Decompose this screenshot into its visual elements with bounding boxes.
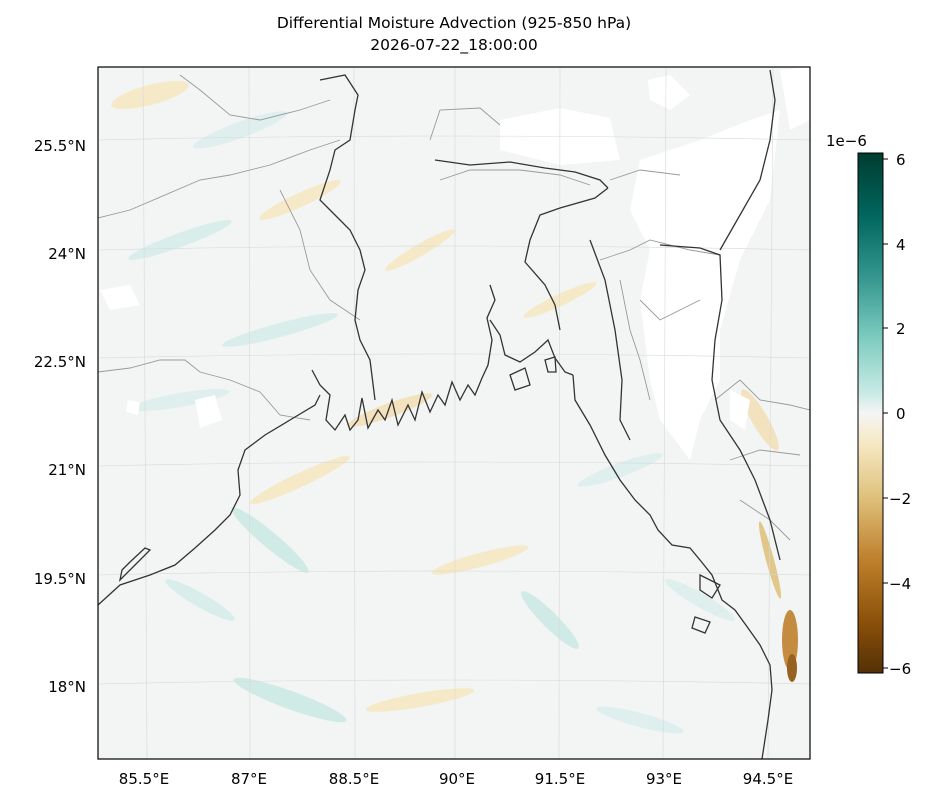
lat-label-18: 18°N [48, 678, 86, 696]
lon-label-91-5: 91.5°E [535, 770, 585, 788]
longitude-labels: 85.5°E 87°E 88.5°E 90°E 91.5°E 93°E 94.5… [119, 770, 793, 788]
state-boundaries [98, 74, 810, 541]
lon-label-87: 87°E [231, 770, 267, 788]
lat-label-22-5: 22.5°N [34, 353, 86, 371]
colorbar-scale-label: 1e−6 [826, 132, 867, 150]
coastline-and-borders [98, 69, 781, 759]
map-frame [97, 66, 811, 760]
colorbar-tick-neg4: −4 [889, 575, 911, 593]
colorbar-tick-6: 6 [896, 151, 906, 169]
latitude-labels: 25.5°N 24°N 22.5°N 21°N 19.5°N 18°N [34, 137, 86, 696]
colorbar-tick-4: 4 [896, 236, 906, 254]
lat-label-19-5: 19.5°N [34, 570, 86, 588]
map-title: Differential Moisture Advection (925-850… [276, 14, 632, 32]
map-panel [98, 67, 810, 759]
lon-label-88-5: 88.5°E [329, 770, 379, 788]
colorbar: 1e−6 6 4 2 0 −2 −4 −6 [826, 132, 911, 678]
lon-label-93: 93°E [646, 770, 682, 788]
colorbar-tick-neg2: −2 [889, 490, 911, 508]
advection-field [111, 80, 798, 734]
lon-label-85-5: 85.5°E [119, 770, 169, 788]
lon-label-90: 90°E [439, 770, 475, 788]
colorbar-tick-0: 0 [896, 405, 906, 423]
lat-label-25-5: 25.5°N [34, 137, 86, 155]
colorbar-tick-2: 2 [896, 320, 906, 338]
graticule [98, 67, 810, 759]
map-subtitle: 2026-07-22_18:00:00 [370, 36, 538, 54]
lon-label-94-5: 94.5°E [743, 770, 793, 788]
lat-label-24: 24°N [48, 245, 86, 263]
lat-label-21: 21°N [48, 461, 86, 479]
colorbar-gradient [857, 152, 884, 674]
colorbar-tick-neg6: −6 [889, 660, 911, 678]
